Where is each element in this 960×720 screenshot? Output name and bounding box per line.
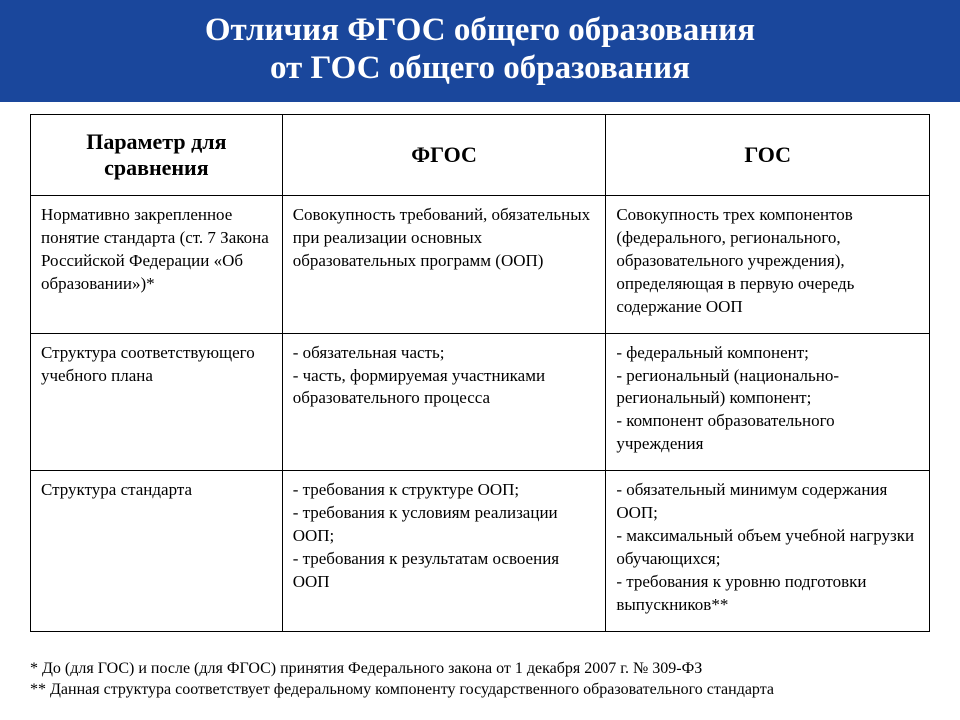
comparison-table: Параметр для сравнения ФГОС ГОС Норматив… <box>30 114 930 632</box>
cell-fgos: - требования к структуре ООП;- требовани… <box>282 471 606 632</box>
cell-gos: Совокупность трех компонентов (федеральн… <box>606 195 930 333</box>
title-band: Отличия ФГОС общего образования от ГОС о… <box>0 0 960 102</box>
col-header-param: Параметр для сравнения <box>31 114 283 195</box>
col-header-fgos: ФГОС <box>282 114 606 195</box>
cell-gos: - обязательный минимум содержания ООП;- … <box>606 471 930 632</box>
cell-fgos: - обязательная часть;- часть, формируема… <box>282 333 606 471</box>
cell-param: Структура стандарта <box>31 471 283 632</box>
col-header-gos: ГОС <box>606 114 930 195</box>
cell-param: Нормативно закрепленное понятие стандарт… <box>31 195 283 333</box>
table-container: Параметр для сравнения ФГОС ГОС Норматив… <box>0 102 960 642</box>
title-line-2: от ГОС общего образования <box>270 50 690 86</box>
table-row: Структура соответствующего учебного план… <box>31 333 930 471</box>
cell-param: Структура соответствующего учебного план… <box>31 333 283 471</box>
table-header-row: Параметр для сравнения ФГОС ГОС <box>31 114 930 195</box>
footnote-2: ** Данная структура соответствует федера… <box>30 679 930 701</box>
page-title: Отличия ФГОС общего образования от ГОС о… <box>20 12 940 88</box>
cell-fgos: Совокупность требований, обязательных пр… <box>282 195 606 333</box>
footnotes: * До (для ГОС) и после (для ФГОС) принят… <box>0 642 960 711</box>
cell-gos: - федеральный компонент;- региональный (… <box>606 333 930 471</box>
footnote-1: * До (для ГОС) и после (для ФГОС) принят… <box>30 658 930 680</box>
table-row: Структура стандарта - требования к струк… <box>31 471 930 632</box>
title-line-1: Отличия ФГОС общего образования <box>205 12 755 48</box>
table-row: Нормативно закрепленное понятие стандарт… <box>31 195 930 333</box>
